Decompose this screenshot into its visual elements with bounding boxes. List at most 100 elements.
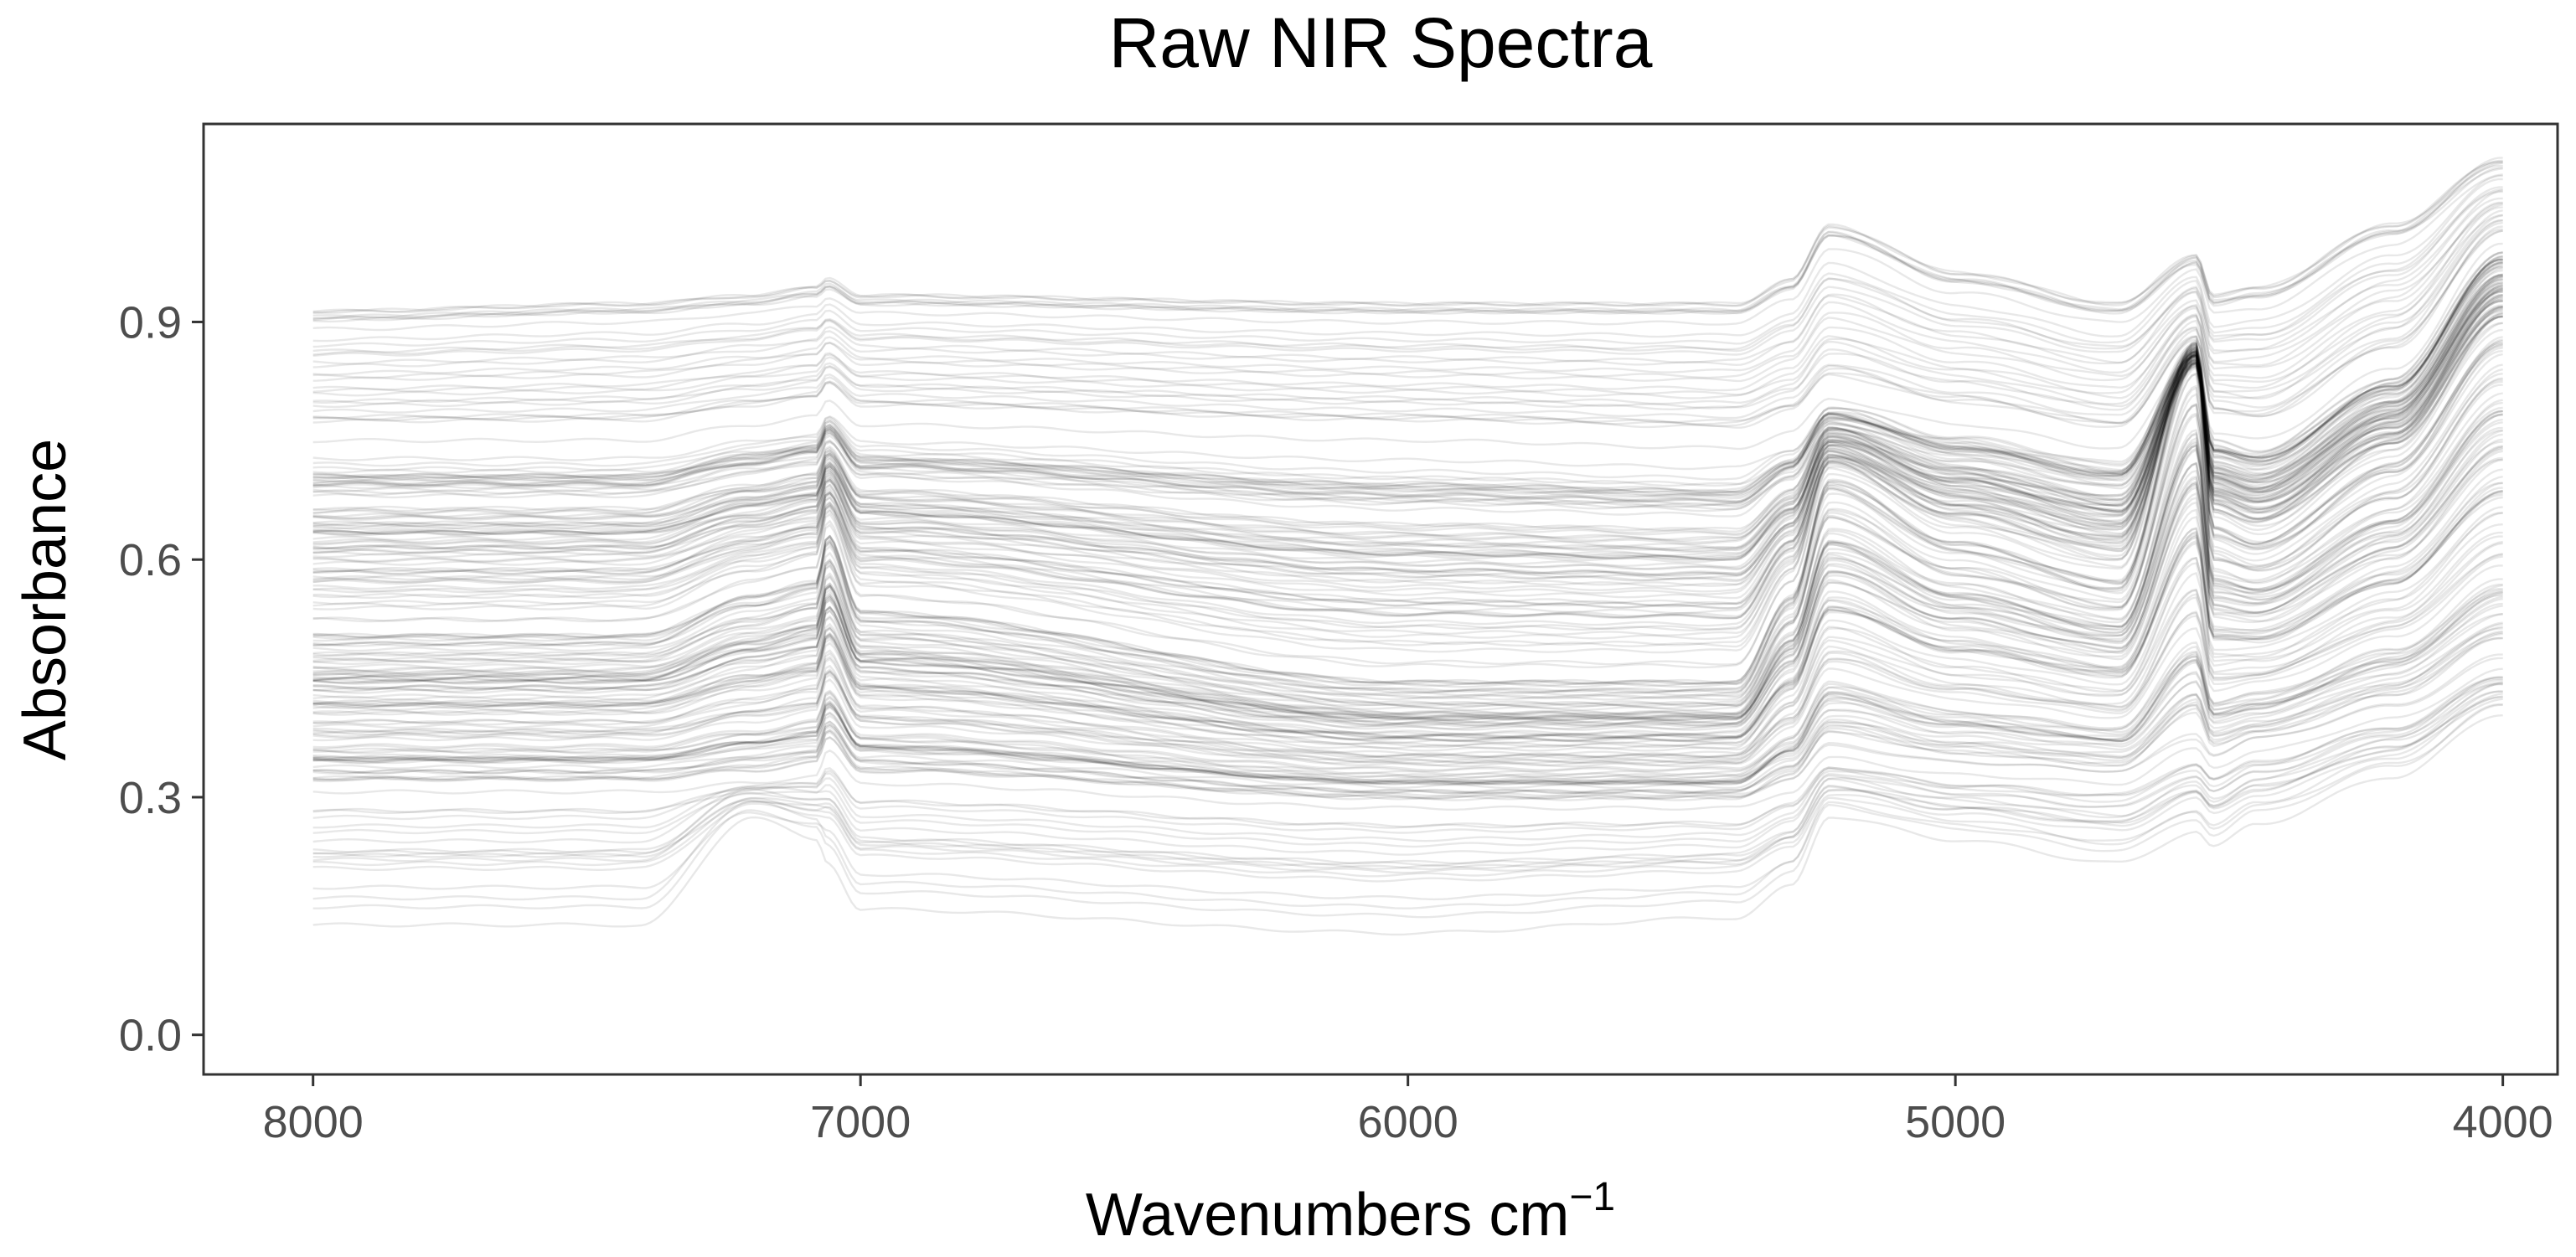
spectrum-line [312,657,2503,797]
spectrum-line [312,225,2503,425]
spectrum-line [312,315,2503,636]
spectrum-line [312,621,2503,784]
spectrum-line [312,214,2503,392]
spectrum-line [312,578,2503,778]
spectrum-line [312,221,2503,420]
spectrum-line [312,214,2503,410]
spectrum-line [312,328,2503,666]
spectrum-line [312,307,2503,615]
spectrum-line [312,157,2503,314]
spectrum-line [312,300,2503,581]
spectrum-line [312,426,2503,720]
spectrum-line [312,430,2503,724]
spectrum-line [312,202,2503,376]
spectrum-line [312,380,2503,707]
spectrum-line [312,506,2503,747]
plot-panel [202,122,2559,1076]
spectrum-line [312,595,2503,786]
spectrum-line [312,219,2503,405]
spectra-lines [312,157,2503,936]
spectrum-line [312,322,2503,669]
spectrum-line [312,206,2503,396]
spectrum-line [312,288,2503,554]
spectrum-line [312,487,2503,749]
spectrum-line [312,275,2503,543]
spectrum-line [312,588,2503,773]
spectrum-line [312,682,2503,865]
spectrum-line [312,242,2503,451]
spectrum-line [312,690,2503,874]
spectrum-line [312,315,2503,631]
spectrum-line [312,261,2503,494]
spectrum-line [312,693,2503,878]
spectrum-line [312,626,2503,795]
spectrum-line [312,295,2503,595]
spectrum-line [312,363,2503,697]
spectrum-line [312,315,2503,620]
spectrum-line [312,512,2503,758]
spectrum-line [312,255,2503,487]
spectrum-line [312,286,2503,575]
spectrum-line [312,281,2503,552]
spectrum-line [312,201,2503,383]
spectrum-line [312,160,2503,315]
spectrum-line [312,312,2503,641]
spectrum-line [312,260,2503,503]
x-axis: 8000 7000 6000 5000 4000 [263,1074,2553,1147]
spectrum-line [312,228,2503,429]
x-tick-label: 8000 [263,1097,364,1147]
x-axis-title-superscript: −1 [1569,1175,1615,1219]
spectrum-line [312,229,2503,425]
chart-title: Raw NIR Spectra [1109,3,1653,82]
spectrum-line [312,342,2503,685]
spectrum-line [312,667,2503,811]
spectrum-line [312,287,2503,561]
spectrum-line [312,401,2503,709]
spectrum-line [312,277,2503,552]
spectrum-line [312,186,2503,357]
spectrum-line [312,258,2503,497]
spectrum-line [312,589,2503,786]
spectrum-line [312,291,2503,571]
spectrum-line [312,229,2503,427]
spectrum-line [312,683,2503,848]
spectrum-line [312,564,2503,767]
spectrum-line [312,219,2503,411]
spectrum-line [312,197,2503,368]
spectrum-line [312,458,2503,735]
spectrum-line [312,255,2503,494]
spectrum-line [312,338,2503,685]
spectrum-line [312,164,2503,322]
x-axis-title: Wavenumbers cm−1 [1086,1175,1615,1249]
spectrum-line [312,450,2503,731]
spectrum-line [312,535,2503,765]
spectrum-line [312,410,2503,717]
spectrum-line [312,315,2503,654]
spectrum-line [312,368,2503,708]
spectrum-line [312,283,2503,561]
spectrum-line [312,406,2503,720]
spectrum-line [312,281,2503,552]
spectrum-line [312,456,2503,738]
spectrum-line [312,343,2503,694]
spectrum-line [312,523,2503,760]
spectrum-line [312,637,2503,801]
spectrum-line [312,343,2503,685]
spectrum-line [312,613,2503,785]
spectrum-line [312,273,2503,511]
y-tick-label: 0.0 [119,1011,182,1061]
spectrum-line [312,468,2503,743]
spectrum-line [312,632,2503,801]
spectrum-line [312,540,2503,765]
spectrum-line [312,542,2503,768]
spectrum-line [312,476,2503,743]
spectrum-line [312,683,2503,867]
spectrum-line [312,306,2503,610]
spectrum-line [312,490,2503,742]
spectrum-line [312,433,2503,722]
spectrum-line [312,512,2503,756]
spectrum-line [312,262,2503,504]
spectrum-line [312,293,2503,577]
x-tick-label: 6000 [1358,1097,1458,1147]
